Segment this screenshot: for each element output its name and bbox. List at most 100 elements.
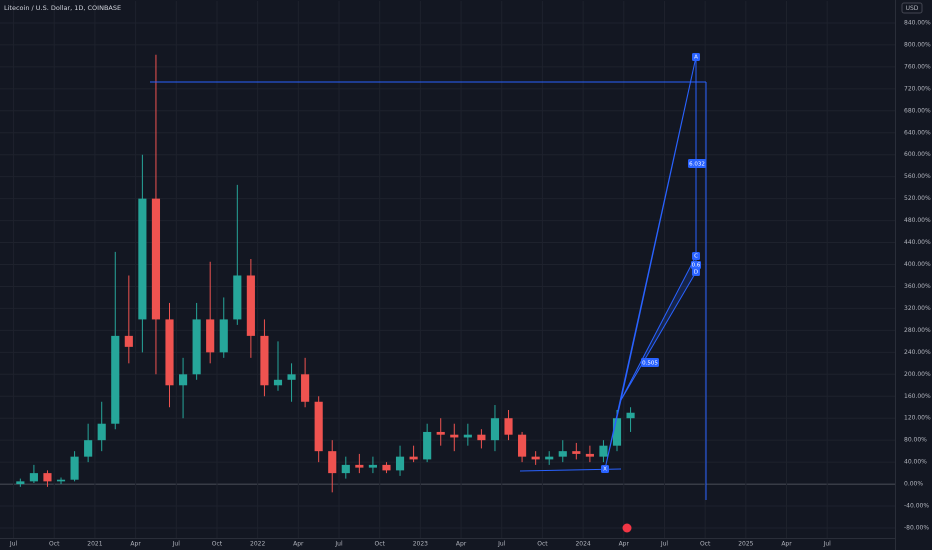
candle-body [287,374,296,380]
candle-body [273,379,283,386]
candle-body [504,418,513,435]
ratio-tag [691,261,701,269]
x-tick-label: Oct [212,541,223,548]
y-tick-label: -80.00% [904,525,929,532]
y-tick-label: 840.00% [904,19,931,26]
ratio-tag [641,358,659,367]
y-tick-label: 520.00% [904,195,931,202]
y-tick-label: 400.00% [904,261,931,268]
x-tick-label: Oct [700,541,711,548]
candle-body [56,479,66,482]
x-tick-label: 2024 [575,541,590,548]
x-tick-label: Apr [619,541,630,548]
point-tag [601,465,609,473]
candle-body [463,434,472,438]
y-tick-label: 40.00% [904,459,927,466]
candle-body [301,374,310,402]
y-tick-label: 320.00% [904,305,931,312]
candle-body [43,473,52,482]
candle-body [84,440,93,457]
candle-body [29,473,38,482]
candle-body [423,431,432,460]
y-tick-label: 560.00% [904,173,931,180]
x-tick-label: Oct [537,541,548,548]
candle-body [382,464,391,471]
y-tick-label: 720.00% [904,85,931,92]
candle-body [450,434,459,438]
chart-title: Litecoin / U.S. Dollar, 1D, COINBASE [4,4,121,12]
point-label: C [694,254,698,260]
x-tick-label: 2023 [413,541,428,548]
candle-body [151,198,161,320]
y-tick-label: 600.00% [904,151,931,158]
x-tick-label: Oct [375,541,386,548]
point-tag [692,252,700,260]
x-tick-label: Jul [172,541,181,548]
ratio-label: 6.032 [689,162,705,168]
candle-body [368,464,377,468]
candle-body [179,374,188,386]
x-tick-label: Apr [781,541,792,548]
candle-body [341,464,350,474]
candle-body [219,319,228,353]
x-tick-label: Apr [456,541,467,548]
y-tick-label: 480.00% [904,217,931,224]
candle-body [585,453,594,457]
x-tick-label: Apr [293,541,304,548]
candle-body [138,198,147,320]
point-label: A [694,55,698,61]
event-icon[interactable] [622,523,632,533]
ratio-label: 0.6 [692,263,701,269]
y-tick-label: 680.00% [904,107,931,114]
ratio-label: 0.505 [642,361,658,367]
candle-body [518,434,527,457]
y-tick-label: 240.00% [904,349,931,356]
candle-body [16,481,25,485]
y-tick-label: 160.00% [904,393,931,400]
x-tick-label: Apr [130,541,141,548]
candle-body [192,319,201,375]
candle-body [328,451,337,474]
candle-body [355,464,364,468]
y-tick-label: 800.00% [904,41,931,48]
x-tick-label: Jul [497,541,506,548]
y-tick-label: 200.00% [904,371,931,378]
point-label: D [694,270,698,276]
x-tick-label: Oct [49,541,60,548]
grid [0,1,895,539]
y-tick-label: 760.00% [904,63,931,70]
candles [16,54,635,493]
pattern-xab [604,56,697,470]
x-tick-label: 2022 [250,541,265,548]
x-tick-label: Jul [823,541,832,548]
x-tick-label: Jul [660,541,669,548]
pattern-drawing: X A C D 0.505 6.032 0.6 [150,53,707,500]
candle-body [436,431,445,435]
x-tick-label: 2025 [738,541,753,548]
y-tick-label: 0.00% [904,481,923,488]
candle-body [260,335,269,386]
y-tick-label: 440.00% [904,239,931,246]
ratio-tag [688,159,706,168]
point-label: X [603,467,607,473]
candle-body [124,335,133,347]
y-tick-label: -40.00% [904,503,929,510]
candle-body [111,335,120,424]
candle-body [545,456,554,460]
unit-label[interactable]: USD [906,5,919,12]
candle-body [206,319,215,353]
point-tag [692,268,700,276]
candle-body [558,451,567,457]
x-tick-label: Jul [9,541,18,548]
y-tick-label: 360.00% [904,283,931,290]
candle-body [97,423,106,441]
unit-box[interactable] [901,2,923,14]
axes: 840.00% 800.00% 760.00% 720.00% 680.00% 640.0… [9,19,931,547]
y-tick-label: 120.00% [904,415,931,422]
candle-body [246,275,255,336]
candle-body [477,434,486,441]
candle-body [626,412,635,419]
candle-body [395,456,405,471]
candle-body [612,418,622,446]
